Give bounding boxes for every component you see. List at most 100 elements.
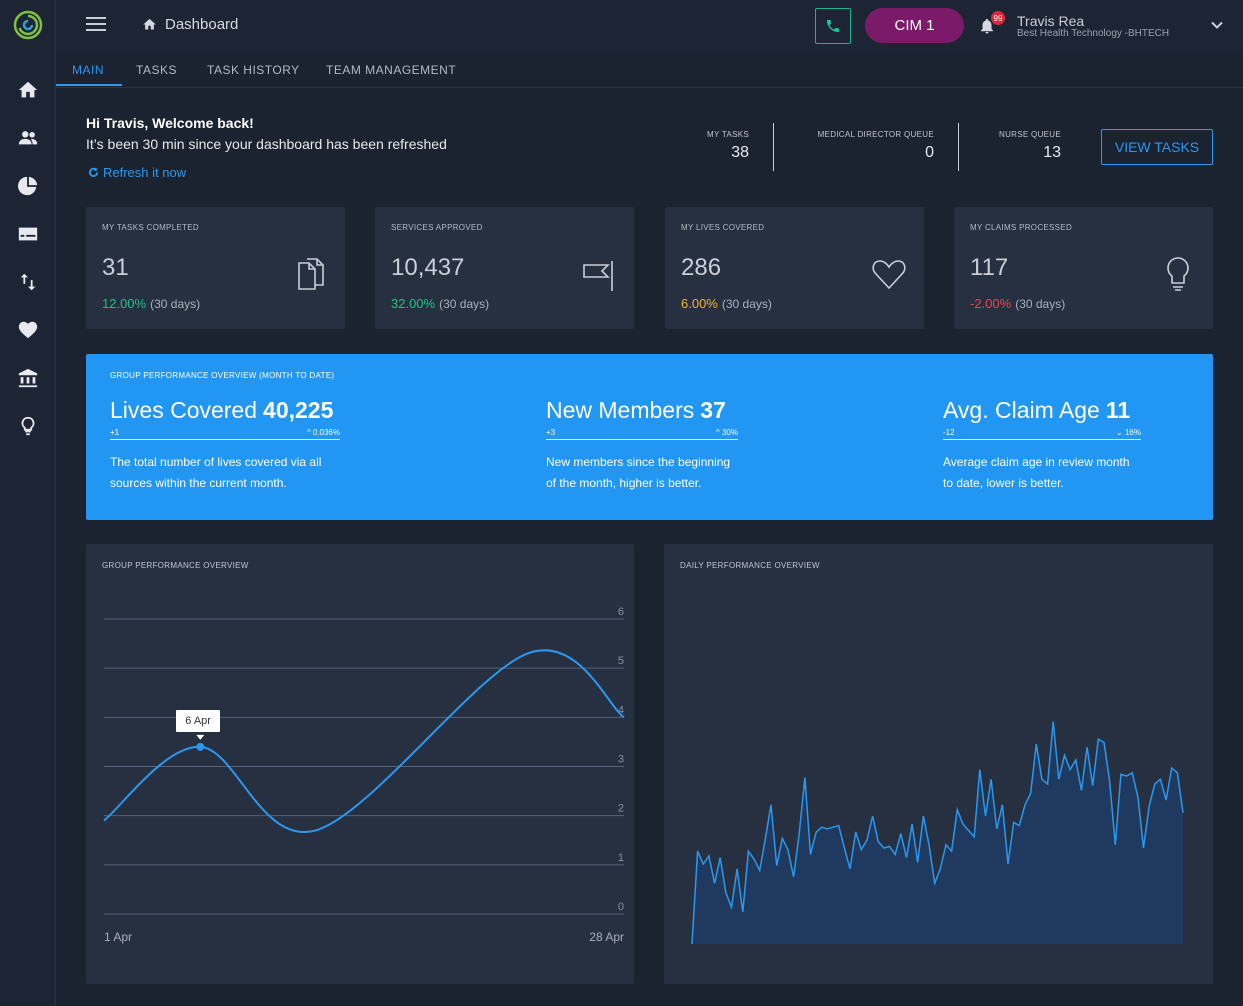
kpi-trend-value: 0.036% — [312, 428, 340, 437]
kpi-trend-value: 30% — [721, 428, 738, 437]
tooltip-pointer — [196, 734, 205, 740]
y-tick-label: 1 — [618, 852, 624, 864]
nav-bank-icon[interactable] — [16, 366, 40, 390]
queue-label: NURSE QUEUE — [999, 130, 1061, 139]
kpi-trend-value: 16% — [1124, 428, 1141, 437]
kpi-value: 37 — [700, 397, 726, 423]
chevron-up-icon: ^ — [306, 428, 313, 437]
stat-change: 32.00% (30 days) — [391, 296, 489, 311]
nav-members-icon[interactable] — [16, 126, 40, 150]
daily-performance-area-chart[interactable] — [664, 544, 1213, 984]
nav-heart-icon[interactable] — [16, 318, 40, 342]
refresh-label: Refresh it now — [103, 165, 187, 180]
y-tick-label: 2 — [618, 803, 624, 815]
stat-change-percent: 12.00% — [102, 296, 147, 311]
stat-value: 117 — [970, 254, 1009, 281]
y-tick-label: 4 — [618, 704, 624, 716]
refresh-link[interactable]: Refresh it now — [88, 165, 186, 180]
series-line — [103, 649, 625, 834]
tab-team-management[interactable]: TEAM MANAGEMENT — [326, 63, 457, 77]
breadcrumb-label: Dashboard — [165, 16, 239, 33]
kpi-description-line: Average claim age in review month — [943, 455, 1130, 469]
breadcrumb[interactable]: Dashboard — [142, 16, 238, 33]
kpi-new-members: New Members 37 +3 ^ 30% New members since… — [546, 397, 738, 494]
y-tick-label: 3 — [618, 754, 624, 766]
kpi-trend: ^ 0.036% — [307, 428, 340, 437]
stat-card-lives-covered[interactable]: MY LIVES COVERED 286 6.00% (30 days) — [665, 207, 924, 329]
user-organization: Best Health Technology -BHTECH — [1017, 28, 1170, 39]
tab-task-history[interactable]: TASK HISTORY — [207, 63, 300, 77]
queue-value: 13 — [1043, 144, 1061, 161]
group-performance-line-chart[interactable]: 0 1 2 3 4 5 6 1 Apr 28 Apr — [86, 544, 634, 984]
tab-main[interactable]: MAIN — [72, 63, 104, 77]
queue-nurse: NURSE QUEUE 13 — [999, 130, 1061, 162]
stat-value: 31 — [102, 254, 129, 281]
sidebar — [0, 0, 56, 1006]
stat-period: (30 days) — [1015, 297, 1066, 311]
queue-label: MY TASKS — [707, 130, 749, 139]
y-tick-label: 6 — [618, 606, 624, 618]
home-icon — [143, 18, 156, 30]
x-tick-label: 1 Apr — [104, 930, 132, 944]
kpi-description-line: sources within the current month. — [110, 476, 287, 490]
kpi-sub: -12 ⌄ 16% — [943, 428, 1141, 440]
highlight-point — [196, 742, 205, 751]
tab-tasks[interactable]: TASKS — [136, 63, 177, 77]
y-tick-label: 5 — [618, 655, 624, 667]
call-button[interactable] — [815, 8, 851, 44]
chart-title: DAILY PERFORMANCE OVERVIEW — [680, 561, 820, 570]
app-logo[interactable] — [13, 10, 43, 40]
kpi-trend: ⌄ 16% — [1116, 428, 1141, 437]
kpi-delta: +3 — [546, 428, 556, 437]
welcome-title: Hi Travis, Welcome back! — [86, 115, 254, 131]
group-performance-banner: GROUP PERFORMANCE OVERVIEW (MONTH TO DAT… — [86, 354, 1213, 520]
stat-change-percent: 6.00% — [681, 296, 718, 311]
kpi-delta: -12 — [943, 428, 955, 437]
stat-card-tasks-completed[interactable]: MY TASKS COMPLETED 31 12.00% (30 days) — [86, 207, 345, 329]
x-tick-label: 28 Apr — [589, 930, 624, 944]
stat-value: 10,437 — [391, 254, 465, 281]
chevron-down-icon[interactable] — [1210, 18, 1224, 32]
stat-label: MY TASKS COMPLETED — [102, 223, 199, 232]
queue-my-tasks: MY TASKS 38 — [707, 130, 749, 162]
view-tasks-button[interactable]: VIEW TASKS — [1101, 129, 1213, 165]
nav-home-icon[interactable] — [16, 78, 40, 102]
nav-transfer-icon[interactable] — [16, 270, 40, 294]
notifications-bell-icon[interactable] — [978, 17, 996, 35]
user-name: Travis Rea — [1017, 13, 1085, 29]
tab-bar: MAIN TASKS TASK HISTORY TEAM MANAGEMENT — [56, 52, 1243, 88]
stat-card-services-approved[interactable]: SERVICES APPROVED 10,437 32.00% (30 days) — [375, 207, 634, 329]
stat-label: MY LIVES COVERED — [681, 223, 765, 232]
stat-change-percent: 32.00% — [391, 296, 436, 311]
kpi-description-line: to date, lower is better. — [943, 476, 1064, 490]
chart-title: GROUP PERFORMANCE OVERVIEW — [102, 561, 249, 570]
kpi-value: 40,225 — [263, 397, 334, 423]
stat-card-claims-processed[interactable]: MY CLAIMS PROCESSED 117 -2.00% (30 days) — [954, 207, 1213, 329]
chart-tooltip: 6 Apr — [176, 709, 220, 732]
kpi-description: The total number of lives covered via al… — [110, 452, 340, 494]
cim-button[interactable]: CIM 1 — [865, 8, 964, 43]
stat-change-percent: -2.00% — [970, 296, 1012, 311]
queue-medical-director: MEDICAL DIRECTOR QUEUE 0 — [818, 130, 934, 162]
kpi-avg-claim-age: Avg. Claim Age 11 -12 ⌄ 16% Average claim… — [943, 397, 1141, 494]
nav-cards-icon[interactable] — [16, 222, 40, 246]
document-icon — [291, 255, 329, 293]
chevron-down-icon: ⌄ — [1116, 428, 1125, 437]
stat-period: (30 days) — [150, 297, 201, 311]
notification-count-badge: 99 — [991, 11, 1005, 25]
menu-icon[interactable] — [86, 17, 106, 33]
flag-icon — [580, 255, 618, 293]
stat-change: 12.00% (30 days) — [102, 296, 200, 311]
queue-label: MEDICAL DIRECTOR QUEUE — [817, 130, 934, 139]
stat-change: -2.00% (30 days) — [970, 296, 1065, 311]
y-tick-label: 0 — [618, 901, 624, 913]
nav-lightbulb-icon[interactable] — [16, 414, 40, 438]
stat-label: SERVICES APPROVED — [391, 223, 483, 232]
kpi-delta: +1 — [110, 428, 120, 437]
nav-reports-icon[interactable] — [16, 174, 40, 198]
area-fill — [692, 721, 1183, 944]
daily-performance-chart-panel: DAILY PERFORMANCE OVERVIEW — [664, 544, 1213, 984]
active-tab-indicator — [56, 84, 122, 86]
heart-icon — [870, 255, 908, 293]
kpi-description-line: of the month, higher is better. — [546, 476, 702, 490]
